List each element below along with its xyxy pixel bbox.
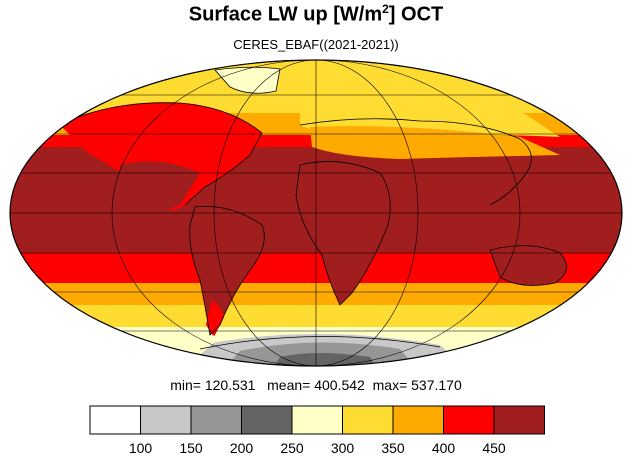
colorbar-box bbox=[443, 405, 495, 435]
coastlines bbox=[59, 66, 567, 350]
min-value: 120.531 bbox=[204, 377, 256, 393]
colorbar-box bbox=[140, 405, 192, 435]
mean-label: mean= bbox=[267, 377, 311, 393]
title-superscript: 2 bbox=[382, 2, 389, 16]
colorbar-tick-label: 450 bbox=[482, 440, 506, 456]
colorbar-box bbox=[241, 405, 293, 435]
colorbar-tick-label: 400 bbox=[432, 440, 456, 456]
title-month: ] OCT bbox=[388, 3, 444, 26]
mean-value: 400.542 bbox=[314, 377, 365, 393]
world-map bbox=[9, 59, 623, 367]
colorbar-box bbox=[291, 405, 343, 435]
colorbar-box bbox=[89, 405, 141, 435]
plot-subtitle: CERES_EBAF((2021-2021)) bbox=[233, 37, 399, 52]
statistics-line: min= 120.531 mean= 400.542 max= 537.170 bbox=[0, 377, 632, 393]
globe-outline bbox=[9, 59, 623, 367]
australia bbox=[490, 245, 567, 286]
colorbar: 100 150 200 250 300 350 400 450 bbox=[89, 405, 545, 456]
colorbar-box bbox=[493, 405, 545, 435]
eurasia-mid bbox=[310, 126, 560, 159]
max-value: 537.170 bbox=[411, 377, 462, 393]
colorbar-tick-label: 100 bbox=[129, 440, 153, 456]
colorbar-tick-label: 250 bbox=[280, 440, 304, 456]
colorbar-box bbox=[190, 405, 242, 435]
north-america-south bbox=[120, 161, 200, 213]
graticule bbox=[10, 60, 622, 366]
south-america bbox=[189, 206, 265, 335]
colorbar-tick-label: 150 bbox=[179, 440, 203, 456]
max-label: max= bbox=[372, 377, 408, 393]
colorbar-box bbox=[342, 405, 394, 435]
south-america-tip bbox=[206, 300, 224, 337]
colorbar-tick-label: 200 bbox=[230, 440, 254, 456]
antarctica-core bbox=[270, 353, 380, 366]
colorbar-tick-label: 300 bbox=[331, 440, 355, 456]
min-label: min= bbox=[170, 377, 201, 393]
plot-title: Surface LW up [W/m2] OCT bbox=[0, 2, 632, 27]
title-main: Surface LW up [W/m bbox=[188, 3, 383, 26]
colorbar-box bbox=[392, 405, 444, 435]
colorbar-tick-label: 350 bbox=[381, 440, 405, 456]
